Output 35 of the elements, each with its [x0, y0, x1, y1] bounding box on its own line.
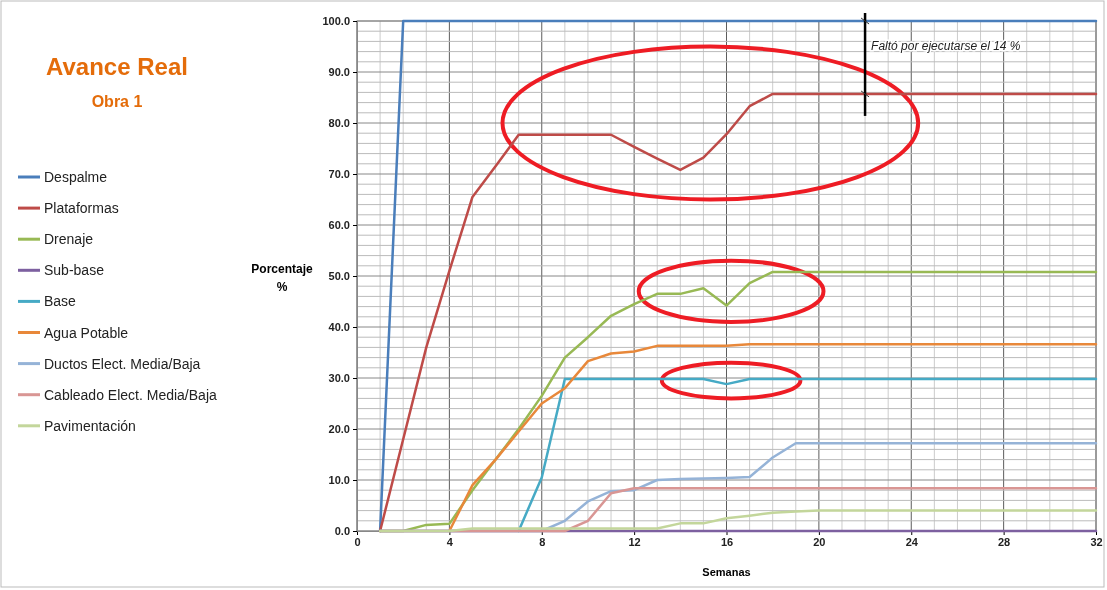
- x-tick-label: 12: [628, 535, 641, 548]
- y-tick-label: 100.0: [322, 15, 350, 28]
- text: Avance Real: [46, 53, 188, 80]
- y-tick-label: 0.0: [334, 525, 350, 538]
- x-tick-label: 16: [720, 535, 734, 548]
- legend-label: Cableado Elect. Media/Baja: [44, 386, 217, 403]
- y-tick-label: 60.0: [328, 219, 350, 232]
- y-tick-label: 90.0: [328, 66, 350, 79]
- line-series: [378, 509, 1098, 533]
- y-tick-label: 10.0: [328, 474, 350, 487]
- y-tick-label: 30.0: [328, 372, 350, 385]
- y-tick-label: 70.0: [328, 168, 350, 181]
- y-tick-label: 80.0: [328, 117, 350, 130]
- legend-label: Sub-base: [44, 262, 105, 279]
- y-tick-label: 40.0: [328, 321, 350, 334]
- legend-label: Plataformas: [44, 200, 119, 217]
- legend-label: Despalme: [44, 169, 108, 185]
- x-tick-label: 32: [1090, 535, 1103, 548]
- y-tick-label: 20.0: [328, 423, 350, 436]
- legend-label: Base: [44, 293, 77, 310]
- y-axis-title: Porcentaje %: [251, 262, 314, 294]
- legend-label: Ductos Elect. Media/Baja: [44, 355, 201, 372]
- legend-label: Agua Potable: [44, 324, 129, 341]
- x-tick-label: 4: [446, 535, 454, 548]
- text: Obra 1: [91, 93, 143, 110]
- x-axis-title: Semanas: [702, 566, 751, 578]
- x-tick-label: 8: [539, 535, 546, 548]
- legend-label: Pavimentación: [44, 417, 136, 434]
- x-tick-label: 20: [813, 535, 826, 548]
- x-tick-label: 0: [354, 535, 361, 548]
- x-tick-label: 28: [998, 535, 1011, 548]
- line-series: [448, 343, 1098, 533]
- y-tick-label: 50.0: [328, 270, 350, 283]
- legend-label: Drenaje: [44, 231, 94, 248]
- x-tick-label: 24: [905, 535, 919, 548]
